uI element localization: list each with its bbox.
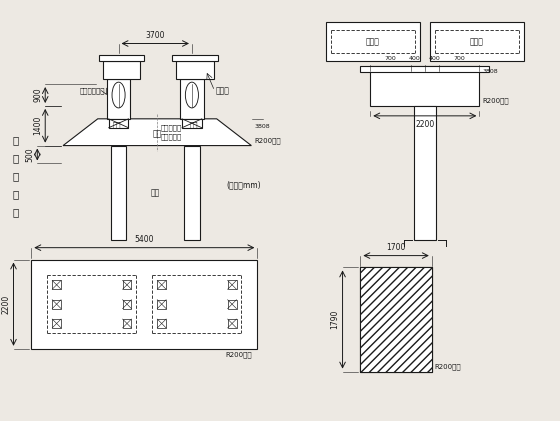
Text: 1700: 1700 <box>386 242 406 252</box>
Bar <box>370 66 479 106</box>
Bar <box>430 22 524 61</box>
Text: 右线: 右线 <box>190 122 198 128</box>
Text: (单位：mm): (单位：mm) <box>227 181 261 190</box>
Text: 3808: 3808 <box>482 69 498 74</box>
Bar <box>361 66 489 72</box>
Text: 400: 400 <box>409 56 421 61</box>
Bar <box>227 300 236 309</box>
Text: 桥: 桥 <box>12 136 18 146</box>
Text: 900: 900 <box>33 88 42 102</box>
Text: 轨道枹: 轨道枹 <box>366 37 380 46</box>
Bar <box>361 267 432 372</box>
Text: 2200: 2200 <box>2 295 11 314</box>
Bar <box>414 106 436 240</box>
Text: 盘枹: 盘枹 <box>152 130 162 139</box>
Text: 图: 图 <box>12 207 18 217</box>
Bar <box>52 300 61 309</box>
Bar <box>31 260 257 349</box>
Bar <box>361 267 432 372</box>
Text: 700: 700 <box>384 56 396 61</box>
Text: 轨道枹: 轨道枹 <box>216 87 230 96</box>
Text: 支座中心线: 支座中心线 <box>160 125 181 131</box>
Bar <box>123 319 132 328</box>
Text: 布: 布 <box>12 171 18 181</box>
Text: 400: 400 <box>429 56 441 61</box>
Polygon shape <box>63 119 251 146</box>
Text: 2200: 2200 <box>415 120 435 129</box>
Text: 5400: 5400 <box>134 234 154 244</box>
Bar <box>184 146 200 240</box>
Text: 500: 500 <box>25 147 34 162</box>
Bar <box>182 119 202 128</box>
Bar <box>123 300 132 309</box>
Text: R200圆角: R200圆角 <box>254 137 281 144</box>
Bar <box>361 267 432 372</box>
Bar <box>52 319 61 328</box>
Text: 左线: 左线 <box>113 122 121 128</box>
Bar <box>52 280 61 289</box>
Text: 3700: 3700 <box>146 31 165 40</box>
Text: 置: 置 <box>12 189 18 199</box>
Text: R200圆角: R200圆角 <box>482 98 509 104</box>
Bar <box>123 280 132 289</box>
Bar <box>157 300 166 309</box>
Text: 700: 700 <box>454 56 465 61</box>
Text: 1790: 1790 <box>330 310 339 329</box>
Bar <box>109 119 128 128</box>
Bar <box>102 61 141 79</box>
Bar <box>227 319 236 328</box>
Bar <box>180 79 204 119</box>
Bar <box>157 319 166 328</box>
Text: 1400: 1400 <box>33 116 42 136</box>
Bar <box>111 146 127 240</box>
Bar <box>176 61 214 79</box>
Bar <box>99 56 144 61</box>
Text: 3808: 3808 <box>254 124 270 129</box>
Bar <box>326 22 420 61</box>
Text: 东: 东 <box>12 154 18 163</box>
Text: 轨道枹: 轨道枹 <box>470 37 484 46</box>
Text: 线路中心线: 线路中心线 <box>160 134 181 140</box>
Bar <box>227 280 236 289</box>
Bar <box>157 280 166 289</box>
Text: R200圆角: R200圆角 <box>226 352 253 358</box>
Bar <box>106 79 130 119</box>
Text: 山柱: 山柱 <box>151 188 160 197</box>
Text: R200圆角: R200圆角 <box>435 363 461 370</box>
Bar <box>172 56 218 61</box>
Text: 辗钉拉力支座: 辗钉拉力支座 <box>79 88 105 94</box>
